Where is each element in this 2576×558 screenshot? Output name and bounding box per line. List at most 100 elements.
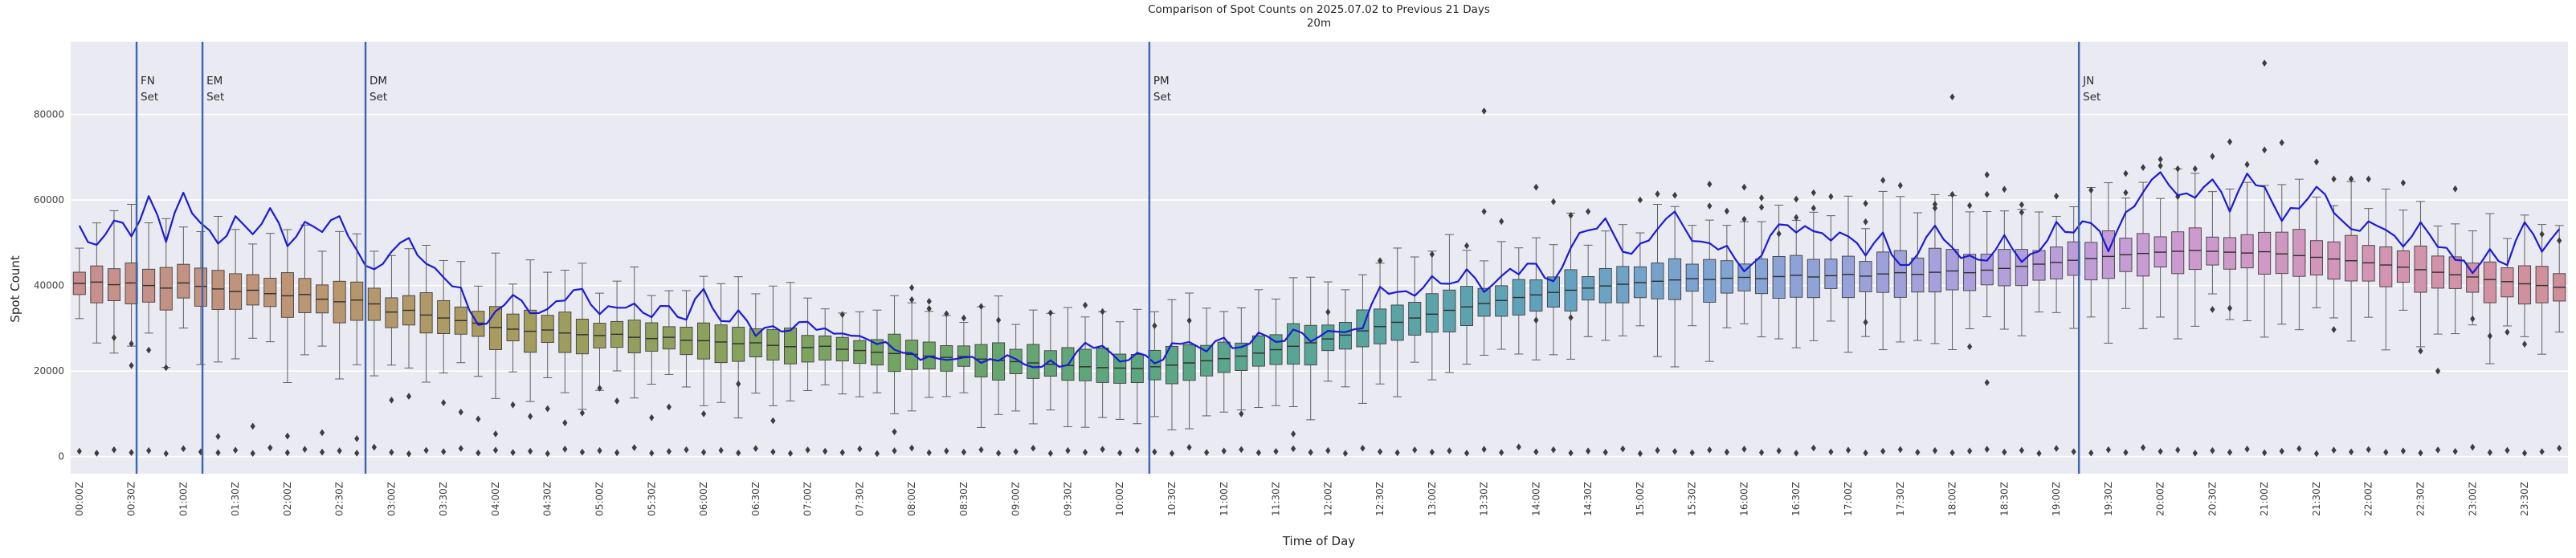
x-tick-label: 06:00Z (698, 482, 709, 516)
outlier-diamond (666, 447, 672, 455)
outlier-diamond (319, 429, 325, 437)
box-10min-slot (2292, 229, 2306, 277)
box-10min-slot (488, 306, 502, 350)
outlier-diamond (909, 444, 915, 452)
outlier-diamond (337, 447, 342, 454)
x-tick-label: 18:00Z (1947, 482, 1958, 516)
outlier-diamond (2435, 367, 2441, 375)
outlier-diamond (492, 430, 499, 438)
outlier-diamond (579, 409, 586, 417)
outlier-diamond (1152, 322, 1157, 330)
outlier-diamond (857, 445, 863, 453)
y-axis-title: Spot Count (8, 255, 22, 323)
x-tick-label: 06:30Z (750, 482, 761, 516)
outlier-diamond (1186, 316, 1192, 324)
outlier-diamond (1811, 444, 1816, 452)
outlier-diamond (1325, 446, 1331, 454)
outlier-diamond (2210, 153, 2215, 161)
outlier-diamond (1655, 190, 1660, 198)
box-10min-slot (1893, 250, 1907, 298)
gridline-layer (71, 113, 2568, 458)
outlier-diamond (129, 340, 134, 348)
outlier-diamond (2349, 175, 2354, 183)
outlier-diamond (2487, 449, 2492, 456)
outlier-diamond (1568, 211, 1574, 219)
outlier-diamond (1550, 198, 1557, 206)
outlier-diamond (2349, 448, 2354, 456)
outlier-diamond (753, 445, 758, 452)
box-10min-slot (2500, 267, 2514, 298)
outlier-diamond (2470, 443, 2476, 451)
box-10min-slot (645, 322, 659, 352)
box-10min-slot (1443, 289, 1456, 332)
outlier-diamond (961, 448, 966, 456)
outlier-diamond (1047, 309, 1053, 317)
outlier-diamond (2470, 315, 2476, 323)
box-10min-slot (350, 281, 364, 321)
outlier-diamond (1516, 443, 1521, 451)
box-10min-slot (662, 326, 676, 350)
outlier-diamond (1776, 447, 1782, 454)
outlier-diamond (1204, 449, 1210, 456)
outlier-diamond (371, 443, 377, 451)
outlier-diamond (961, 314, 966, 322)
x-tick-label: 16:30Z (1790, 482, 1802, 516)
box-10min-slot (558, 312, 572, 353)
outlier-diamond (1186, 443, 1192, 451)
outlier-diamond (2244, 161, 2250, 169)
outlier-diamond (839, 311, 845, 319)
outlier-diamond (302, 446, 308, 453)
x-tick-label: 01:30Z (230, 482, 241, 516)
outlier-diamond (2557, 237, 2562, 245)
outlier-diamond (319, 448, 325, 456)
outlier-diamond (1984, 190, 1990, 198)
outlier-diamond (1915, 449, 1921, 456)
outlier-diamond (631, 444, 637, 451)
outlier-diamond (2435, 446, 2441, 454)
outlier-diamond (2521, 340, 2528, 348)
outlier-diamond (181, 445, 186, 453)
outlier-diamond (2452, 185, 2458, 193)
x-tick-label: 00:00Z (74, 482, 85, 516)
outlier-diamond (944, 310, 949, 318)
outlier-diamond (1100, 308, 1105, 316)
outlier-diamond (1689, 449, 1695, 457)
sunset-label-em: EM (206, 75, 222, 88)
outlier-diamond (1360, 444, 1366, 452)
outlier-diamond (2140, 444, 2146, 451)
outlier-diamond (1255, 449, 1262, 457)
outlier-diamond (736, 380, 741, 388)
outlier-diamond (614, 449, 620, 457)
outlier-diamond (1533, 316, 1539, 324)
outlier-diamond (649, 413, 655, 422)
outlier-diamond (1863, 218, 1868, 226)
sunset-label-jn: JN (2082, 75, 2094, 88)
outlier-diamond (1967, 343, 1973, 351)
outlier-diamond (1655, 446, 1660, 454)
outlier-diamond (2175, 446, 2181, 454)
sunset-label-fn: FN (141, 75, 155, 88)
outlier-diamond (406, 393, 412, 400)
outlier-diamond (441, 399, 447, 406)
y-tick-label: 0 (58, 451, 64, 462)
outlier-diamond (2227, 449, 2233, 456)
outlier-diamond (1412, 446, 1418, 454)
outlier-diamond (926, 305, 932, 312)
box-10min-slot (888, 333, 901, 373)
outlier-diamond (1065, 446, 1071, 454)
outlier-diamond (1724, 448, 1729, 456)
outlier-diamond (1758, 449, 1765, 456)
y-tick-label: 80000 (34, 109, 64, 120)
y-tick-label: 40000 (34, 280, 64, 291)
box-10min-slot (211, 270, 225, 310)
x-tick-label: 22:00Z (2363, 482, 2374, 516)
outlier-diamond (787, 450, 794, 458)
outlier-diamond (1550, 446, 1557, 454)
x-tick-label: 05:00Z (594, 482, 606, 516)
box-10min-slot (1945, 249, 1959, 291)
box-10min-slot (714, 324, 728, 364)
outlier-diamond (2002, 448, 2007, 456)
x-tick-label: 04:00Z (490, 482, 501, 516)
sunset-marker-layer: FN Set EM Set DM Set PM Set JN Set (135, 42, 2100, 474)
outlier-diamond (146, 346, 152, 354)
